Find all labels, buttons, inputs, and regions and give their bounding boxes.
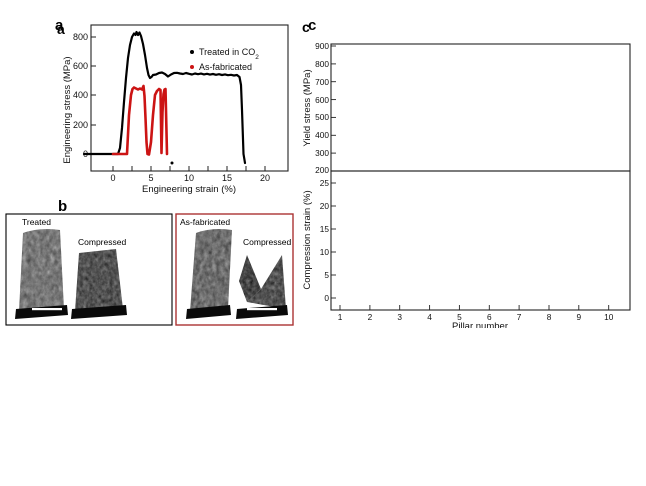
svg-text:200: 200 (315, 165, 329, 175)
svg-text:a: a (57, 21, 65, 37)
svg-text:800: 800 (73, 32, 88, 42)
svg-text:900: 900 (315, 41, 329, 51)
svg-text:Treated: Treated (22, 217, 51, 227)
svg-text:400: 400 (73, 90, 88, 100)
svg-text:3: 3 (397, 312, 402, 322)
svg-text:As-fabricated: As-fabricated (199, 62, 252, 72)
svg-text:25: 25 (320, 178, 330, 188)
svg-text:5: 5 (324, 270, 329, 280)
svg-text:0: 0 (324, 293, 329, 303)
svg-text:c: c (302, 19, 310, 35)
svg-text:15: 15 (320, 224, 330, 234)
svg-text:Engineering strain (%): Engineering strain (%) (142, 184, 236, 195)
svg-text:700: 700 (315, 77, 329, 87)
svg-text:Compression strain (%): Compression strain (%) (302, 190, 313, 289)
svg-text:4: 4 (427, 312, 432, 322)
svg-text:10: 10 (320, 247, 330, 257)
svg-text:200: 200 (73, 120, 88, 130)
svg-text:10: 10 (184, 173, 194, 183)
svg-text:1: 1 (338, 312, 343, 322)
svg-text:7: 7 (517, 312, 522, 322)
svg-text:Yield stress (MPa): Yield stress (MPa) (302, 69, 313, 146)
svg-text:20: 20 (260, 173, 270, 183)
svg-text:2: 2 (368, 312, 373, 322)
svg-text:Treated in CO2: Treated in CO2 (199, 47, 259, 61)
svg-text:As-fabricated: As-fabricated (180, 217, 230, 227)
svg-text:15: 15 (222, 173, 232, 183)
svg-text:0: 0 (110, 173, 115, 183)
svg-text:400: 400 (315, 130, 329, 140)
svg-text:5: 5 (148, 173, 153, 183)
svg-text:600: 600 (315, 95, 329, 105)
svg-text:500: 500 (315, 112, 329, 122)
svg-text:Compressed: Compressed (78, 237, 126, 247)
svg-text:10: 10 (604, 312, 614, 322)
svg-text:20: 20 (320, 201, 330, 211)
svg-text:300: 300 (315, 148, 329, 158)
svg-text:Pillar number: Pillar number (452, 321, 508, 328)
svg-text:Engineering stress (MPa): Engineering stress (MPa) (62, 56, 73, 163)
svg-text:9: 9 (576, 312, 581, 322)
svg-text:8: 8 (547, 312, 552, 322)
svg-text:600: 600 (73, 61, 88, 71)
svg-text:800: 800 (315, 59, 329, 69)
svg-text:Compressed: Compressed (243, 237, 291, 247)
